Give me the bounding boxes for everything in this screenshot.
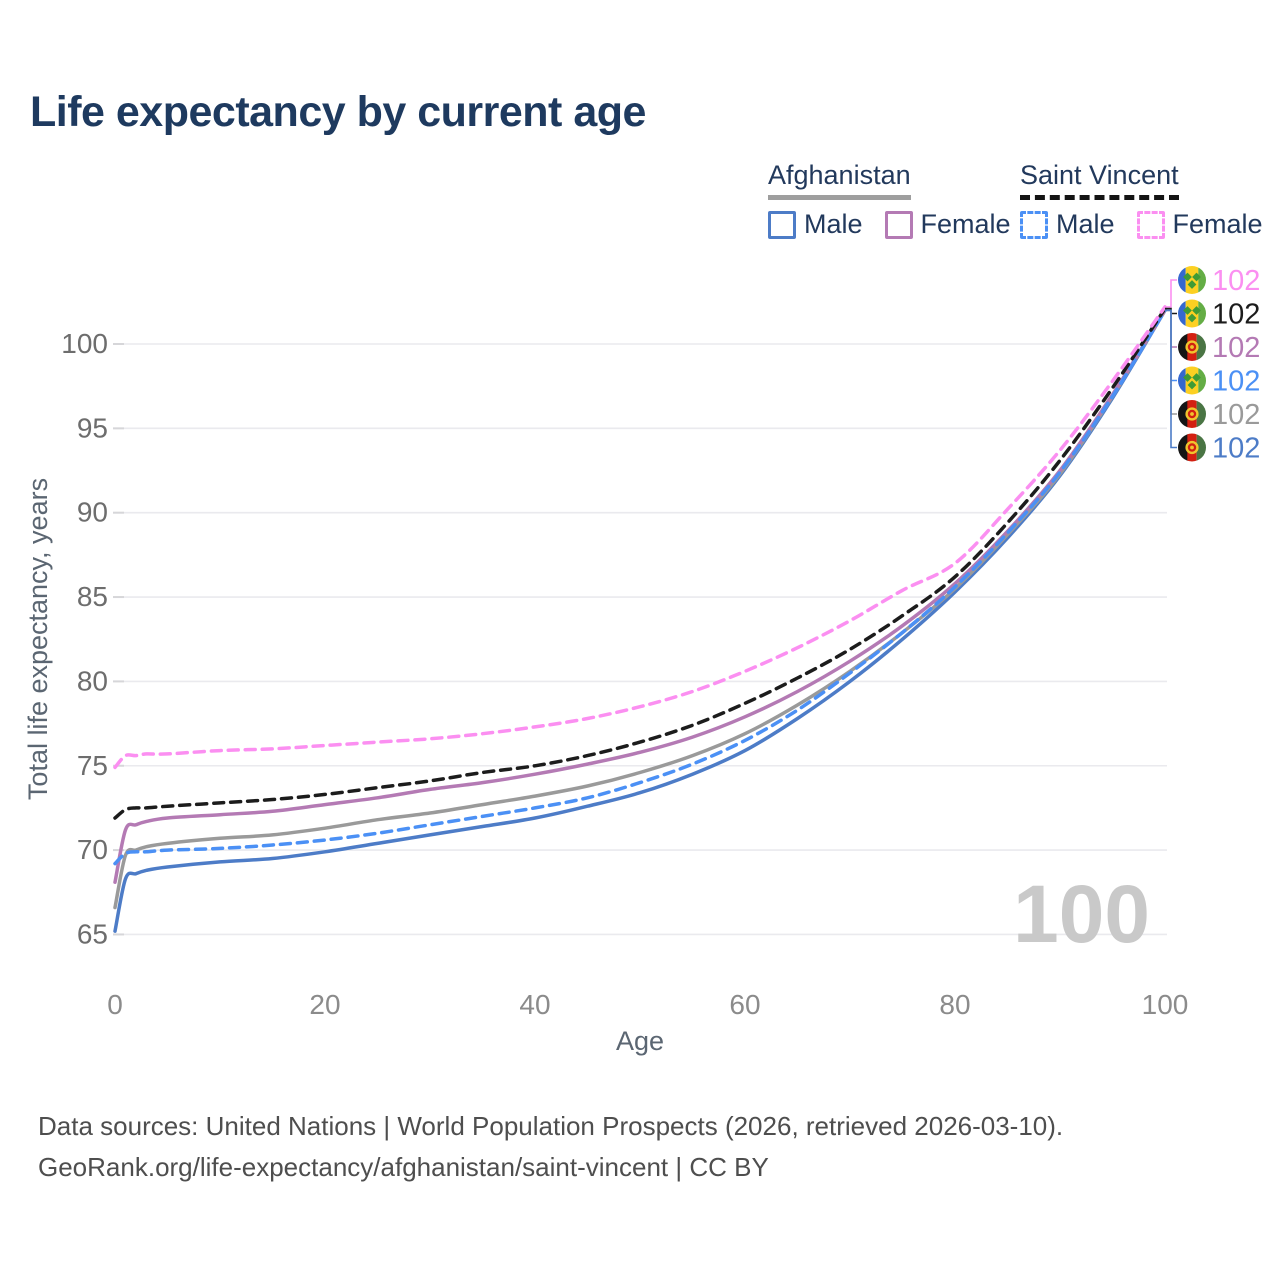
end-value-label: 102 (1212, 399, 1260, 431)
legend-item-afghanistan-female[interactable]: Female (884, 209, 1011, 240)
page-title: Life expectancy by current age (30, 88, 646, 136)
end-label-saint-vincent-total: 102 (1178, 299, 1260, 331)
x-tick-label: 0 (107, 989, 123, 1020)
y-tick-label: 70 (77, 834, 108, 865)
label-connector-saint-vincent-female (1165, 279, 1177, 308)
gridlines: 65 70 75 80 85 90 95 100 (61, 328, 1167, 949)
legend-item-afghanistan-male[interactable]: Male (768, 209, 863, 240)
x-tick-label: 60 (729, 989, 760, 1020)
legend-item-label: Male (804, 209, 863, 239)
y-tick-label: 100 (61, 328, 108, 359)
x-axis: 0 20 40 60 80 100 Age (107, 989, 1188, 1056)
end-value-label: 102 (1212, 299, 1260, 331)
y-axis-title: Total life expectancy, years (23, 478, 53, 800)
data-sources-text: Data sources: United Nations | World Pop… (38, 1111, 1064, 1141)
afghanistan-flag-icon (1178, 400, 1206, 428)
y-tick-label: 75 (77, 750, 108, 781)
y-tick-label: 80 (77, 665, 108, 696)
x-tick-label: 20 (309, 989, 340, 1020)
legend-swatch-icon (1136, 210, 1165, 239)
series-lines (113, 305, 1167, 933)
legend-swatch-icon (768, 210, 796, 239)
legend-item-label: Female (1172, 209, 1263, 239)
legend-item-saint-vincent-male[interactable]: Male (1020, 209, 1115, 240)
x-tick-label: 40 (519, 989, 550, 1020)
y-tick-label: 90 (77, 497, 108, 528)
x-tick-label: 80 (939, 989, 970, 1020)
saint-vincent-flag-icon (1178, 366, 1206, 395)
x-axis-title: Age (616, 1026, 664, 1056)
afghanistan-flag-icon (1178, 333, 1206, 361)
legend-group-afghanistan: Afghanistan Male Female (768, 160, 1011, 240)
end-value-label: 102 (1212, 265, 1260, 297)
attribution-text: GeoRank.org/life-expectancy/afghanistan/… (38, 1152, 769, 1182)
y-tick-label: 85 (77, 581, 108, 612)
saint-vincent-flag-icon (1178, 266, 1206, 294)
legend-group-saint-vincent: Saint Vincent Male Female (1020, 160, 1263, 240)
age-counter-watermark: 100 (1013, 869, 1150, 960)
end-value-label: 102 (1212, 433, 1260, 465)
end-label-afghanistan-male: 102 (1178, 433, 1260, 465)
legend-item-label: Male (1056, 209, 1115, 239)
legend-swatch-icon (1020, 210, 1048, 239)
legend-swatch-icon (884, 210, 913, 239)
footer: Data sources: United Nations | World Pop… (38, 1106, 1063, 1188)
end-label-afghanistan-female: 102 (1178, 332, 1260, 364)
line-afghanistan-male (113, 308, 1167, 933)
line-saint-vincent-total (113, 306, 1167, 820)
x-tick-label: 100 (1142, 989, 1189, 1020)
legend-item-saint-vincent-female[interactable]: Female (1136, 209, 1263, 240)
legend-country-label: Saint Vincent (1020, 160, 1179, 200)
afghanistan-flag-icon (1178, 433, 1206, 462)
line-saint-vincent-male (113, 308, 1167, 866)
legend-country-label: Afghanistan (768, 160, 911, 200)
y-tick-label: 95 (77, 412, 108, 443)
end-label-afghanistan-total: 102 (1178, 399, 1260, 431)
legend: Afghanistan Male Female Saint Vincent Male Fe… (0, 160, 1280, 250)
label-connector-afghanistan-male (1165, 309, 1177, 449)
line-saint-vincent-female (113, 305, 1167, 770)
end-label-saint-vincent-male: 102 (1178, 366, 1260, 398)
legend-item-label: Female (920, 209, 1011, 239)
end-label-saint-vincent-female: 102 (1178, 265, 1260, 297)
end-value-label: 102 (1212, 332, 1260, 364)
saint-vincent-flag-icon (1178, 299, 1206, 328)
end-value-label: 102 (1212, 366, 1260, 398)
line-afghanistan-total (113, 308, 1167, 910)
y-tick-label: 65 (77, 918, 108, 949)
